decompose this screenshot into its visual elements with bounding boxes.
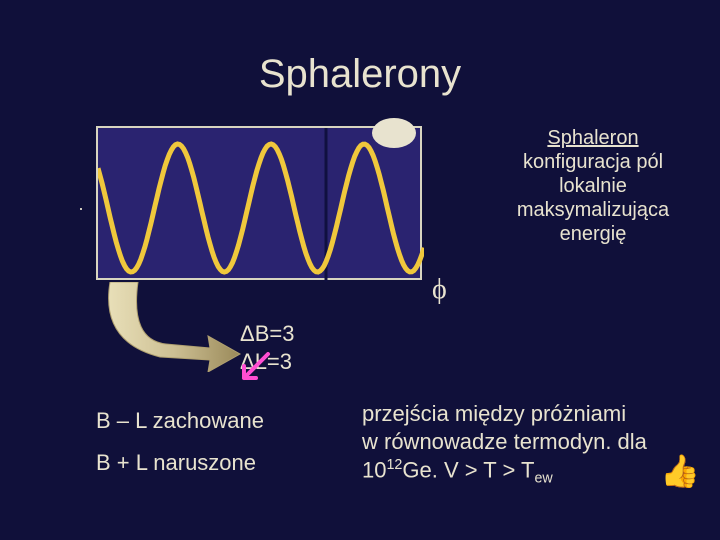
b-plus-l-violated: B + L naruszone [96, 442, 264, 484]
potential-diagram [96, 126, 422, 280]
transition-energy-exp: 12 [386, 457, 402, 473]
sphaleron-peak-marker [372, 118, 416, 148]
sphaleron-caption-body: konfiguracja pól lokalnie maksymalizując… [517, 151, 669, 245]
tick-mark: · [78, 198, 84, 219]
delta-b: ΔB=3 [240, 320, 294, 348]
bl-conservation: B – L zachowane B + L naruszone [96, 400, 264, 484]
potential-wave [98, 144, 424, 272]
pink-arrow-icon [238, 352, 278, 386]
sphaleron-caption-heading: Sphaleron [547, 127, 638, 149]
transition-energy-mid: Ge. V > T > T [402, 458, 534, 483]
transition-energy-base: 10 [362, 458, 386, 483]
axis-phi-label: ϕ [432, 274, 447, 306]
b-minus-l-conserved: B – L zachowane [96, 400, 264, 442]
transition-line2: w równowadze termodyn. dla [362, 429, 647, 454]
transition-line1: przejścia między próżniami [362, 401, 626, 426]
thumbs-up-icon: 👍 [660, 452, 700, 490]
slide-title: Sphalerony [0, 52, 720, 97]
transition-energy-sub: ew [534, 471, 552, 487]
sphaleron-caption: Sphaleron konfiguracja pól lokalnie maks… [498, 126, 688, 246]
potential-wave-svg [98, 128, 424, 282]
